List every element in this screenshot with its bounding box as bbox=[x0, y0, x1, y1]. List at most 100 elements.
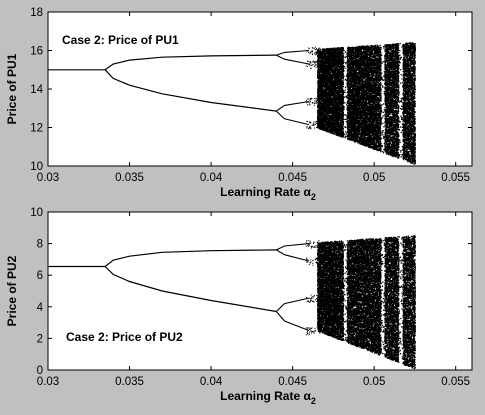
chaos-point bbox=[319, 84, 321, 86]
chaos-point bbox=[319, 112, 321, 115]
chaos-point bbox=[318, 79, 320, 81]
chaos-point bbox=[320, 128, 323, 130]
bifurcation-point bbox=[314, 53, 316, 55]
bifurcation-point bbox=[312, 50, 314, 52]
bifurcation-point bbox=[318, 47, 320, 49]
bifurcation-point bbox=[313, 104, 315, 106]
chaos-point bbox=[318, 123, 320, 125]
chaos-point bbox=[317, 83, 320, 86]
chaos-point bbox=[320, 80, 322, 82]
bifurcation-point bbox=[307, 101, 309, 103]
chaos-point bbox=[322, 81, 324, 83]
chaos-point bbox=[317, 114, 319, 116]
chaos-point bbox=[319, 110, 321, 112]
chaos-point bbox=[317, 95, 319, 97]
bifurcation-point bbox=[310, 99, 312, 101]
chaos-point bbox=[318, 126, 320, 128]
chaos-point bbox=[338, 122, 340, 124]
chaos-point bbox=[321, 118, 323, 121]
chaos-point bbox=[321, 55, 323, 57]
bifurcation-point bbox=[316, 122, 317, 124]
chaos-point bbox=[320, 65, 323, 68]
chaos-point bbox=[317, 50, 320, 52]
chaos-point bbox=[342, 73, 344, 75]
chaos-point bbox=[318, 101, 320, 104]
bifurcation-point bbox=[314, 121, 316, 123]
chaos-point bbox=[320, 120, 323, 122]
bifurcation-point bbox=[309, 101, 311, 103]
bifurcation-point bbox=[311, 50, 313, 52]
bifurcation-point bbox=[308, 63, 310, 65]
chaos-point bbox=[322, 104, 324, 106]
chaos-point bbox=[321, 82, 323, 84]
chaos-point bbox=[321, 50, 323, 52]
bifurcation-point bbox=[307, 98, 309, 100]
chaos-point bbox=[320, 91, 322, 93]
chaos-point bbox=[320, 127, 322, 129]
chaos-point bbox=[341, 88, 344, 90]
chaos-point bbox=[331, 79, 334, 81]
chaos-point bbox=[319, 90, 321, 93]
bifurcation-point bbox=[315, 121, 317, 123]
chaos-point bbox=[322, 109, 324, 111]
bifurcation-point bbox=[312, 61, 314, 63]
chaos-point bbox=[321, 92, 323, 94]
chaos-point bbox=[323, 48, 325, 50]
chaos-point bbox=[320, 61, 323, 63]
chaos-point bbox=[317, 58, 320, 60]
bifurcation-point bbox=[308, 98, 310, 100]
chaos-point bbox=[318, 118, 320, 120]
chaos-point bbox=[317, 76, 319, 78]
chaos-point bbox=[342, 102, 344, 104]
chaos-point bbox=[318, 82, 320, 84]
chaos-point bbox=[322, 119, 324, 121]
bifurcation-point bbox=[309, 126, 311, 128]
chaos-point bbox=[321, 93, 323, 95]
chaos-point bbox=[319, 87, 321, 90]
chaos-point bbox=[342, 128, 344, 130]
chaos-point bbox=[322, 66, 324, 68]
chaos-point bbox=[342, 81, 344, 83]
bifurcation-point bbox=[310, 67, 312, 69]
chaos-point bbox=[322, 65, 324, 67]
bifurcation-point bbox=[313, 61, 315, 63]
bifurcation-point bbox=[309, 52, 311, 54]
bifurcation-point bbox=[306, 127, 308, 129]
chaos-point bbox=[321, 112, 323, 115]
chaos-point bbox=[319, 122, 321, 124]
bifurcation-point bbox=[307, 120, 309, 122]
chaos-point bbox=[322, 115, 324, 118]
chaos-point bbox=[322, 117, 324, 119]
bifurcation-point bbox=[309, 61, 311, 63]
chaos-point bbox=[317, 70, 319, 72]
chaos-point bbox=[328, 63, 330, 66]
chaos-point bbox=[319, 69, 321, 71]
chaos-point bbox=[318, 91, 320, 93]
chaos-point bbox=[322, 91, 324, 93]
chaos-point bbox=[320, 64, 322, 66]
chaos-point bbox=[318, 123, 320, 125]
bifurcation-point bbox=[309, 65, 311, 67]
bifurcation-point bbox=[316, 102, 317, 104]
bifurcation-point bbox=[312, 124, 314, 126]
bifurcation-point bbox=[305, 62, 307, 64]
chaos-point bbox=[322, 128, 324, 130]
bifurcation-point bbox=[311, 98, 313, 100]
bifurcation-point bbox=[315, 51, 317, 53]
bifurcation-point bbox=[314, 102, 316, 104]
bifurcation-point bbox=[310, 128, 312, 130]
plot-area bbox=[47, 11, 473, 167]
chaos-point bbox=[319, 70, 321, 72]
bifurcation-point bbox=[314, 97, 316, 99]
bifurcation-point bbox=[307, 50, 309, 52]
chaos-point bbox=[320, 71, 322, 73]
chaos-point bbox=[320, 124, 322, 126]
chaos-point bbox=[320, 96, 322, 98]
chaos-point bbox=[322, 120, 324, 122]
bifurcation-point bbox=[316, 48, 317, 49]
chaos-point bbox=[322, 129, 324, 131]
bifurcation-point bbox=[309, 126, 311, 128]
chaos-point bbox=[322, 112, 324, 114]
chaos-point bbox=[318, 78, 320, 80]
chaos-point bbox=[318, 50, 320, 52]
